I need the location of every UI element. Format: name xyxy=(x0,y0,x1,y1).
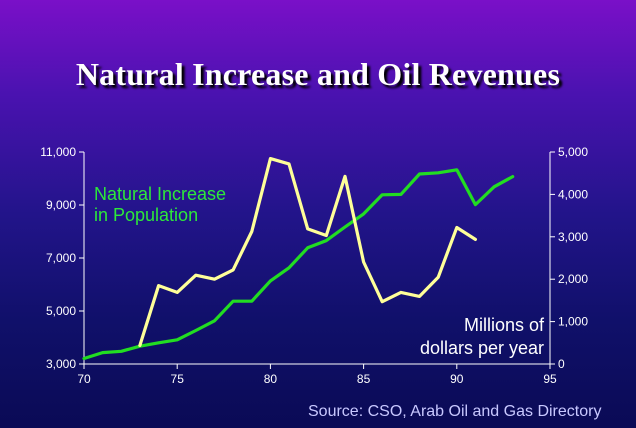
right-tick-label: 4,000 xyxy=(558,187,588,201)
right-tick-label: 1,000 xyxy=(558,315,588,329)
right-tick-label: 2,000 xyxy=(558,272,588,286)
right-tick-label: 0 xyxy=(558,357,565,371)
chart-title: Natural Increase and Oil Revenues xyxy=(75,56,561,92)
left-tick-label: 9,000 xyxy=(46,198,76,212)
left-tick-label: 3,000 xyxy=(46,357,76,371)
x-tick-label: 75 xyxy=(171,372,185,386)
x-tick-label: 85 xyxy=(357,372,371,386)
population-label-line: Natural Increase xyxy=(94,184,226,204)
source-note: Source: CSO, Arab Oil and Gas Directory xyxy=(308,403,602,420)
right-tick-label: 5,000 xyxy=(558,145,588,159)
revenue-series-line xyxy=(138,157,477,347)
right-tick-label: 3,000 xyxy=(558,230,588,244)
x-tick-label: 80 xyxy=(264,372,278,386)
population-series-line xyxy=(82,168,515,361)
x-tick-label: 95 xyxy=(543,372,557,386)
left-tick-label: 11,000 xyxy=(40,145,76,159)
population-label-line: in Population xyxy=(94,205,198,225)
revenue-label-line: dollars per year xyxy=(420,338,544,358)
left-tick-label: 7,000 xyxy=(46,251,76,265)
tick-labels: 3,000 5,000 7,000 9,000 11,000 0 1,000 2,000 3,0… xyxy=(40,145,588,386)
x-tick-label: 90 xyxy=(450,372,464,386)
series-lines xyxy=(82,157,515,361)
revenue-label-line: Millions of xyxy=(464,315,545,335)
x-tick-label: 70 xyxy=(77,372,91,386)
axes xyxy=(79,151,555,369)
left-tick-label: 5,000 xyxy=(46,304,76,318)
